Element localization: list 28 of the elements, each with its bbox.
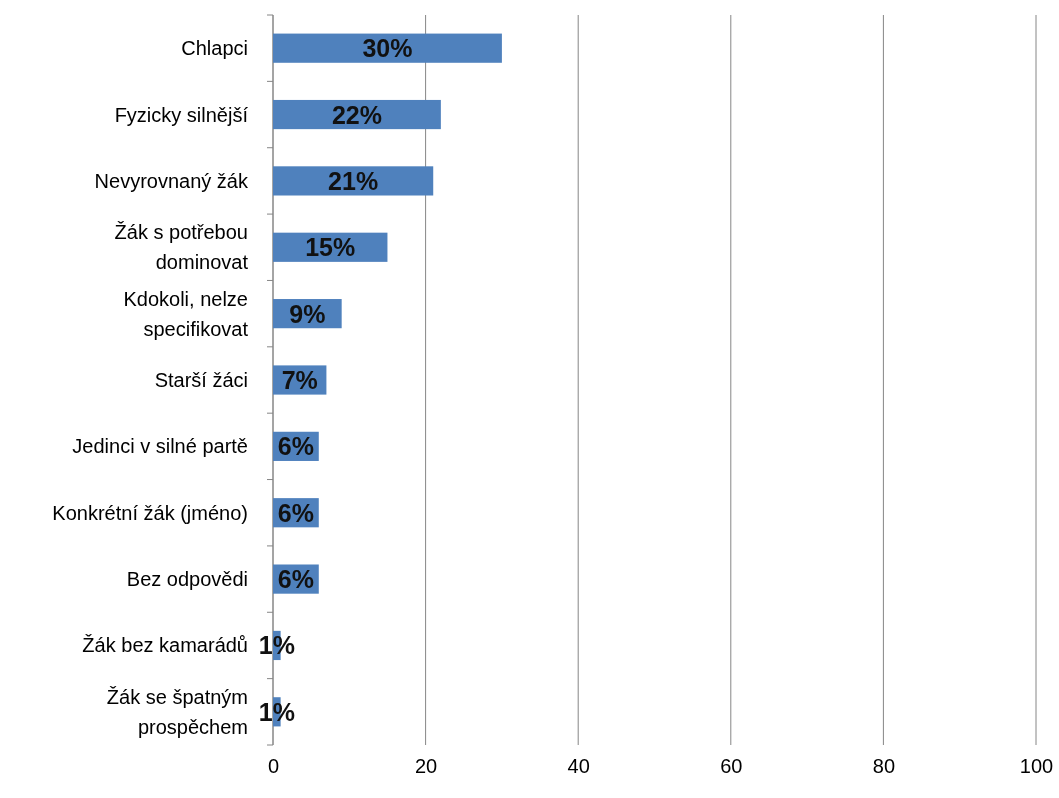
y-tick-label: Nevyrovnaný žák (94, 169, 249, 192)
data-label: 9% (289, 299, 326, 328)
data-label: 21% (328, 166, 379, 195)
data-label: 6% (277, 565, 314, 594)
x-tick-label: 0 (267, 755, 280, 778)
x-tick-label: 20 (414, 755, 438, 778)
data-label: 7% (281, 366, 318, 394)
y-tick-label: Žák bez kamarádů (82, 634, 248, 657)
x-tick-label: 40 (567, 755, 590, 778)
data-label: 22% (331, 100, 382, 129)
data-label: 6% (277, 432, 314, 461)
y-tick-label: Bez odpovědi (126, 568, 248, 591)
bar (273, 166, 434, 196)
bar (273, 33, 502, 63)
data-label: 30% (362, 34, 413, 63)
x-tick-label: 60 (720, 755, 743, 778)
y-tick-label: Žák s potřebou dominovat (114, 221, 249, 274)
data-label: 15% (305, 233, 356, 262)
y-tick-label: Jedinci v silné partě (72, 435, 248, 458)
y-tick-label: Starší žáci (154, 369, 248, 391)
y-tick-label: Kdokoli, nelze specifikovat (123, 287, 249, 340)
y-tick-label: Fyzicky silnější (114, 103, 249, 126)
x-tick-label: 80 (872, 755, 896, 778)
data-label: 6% (277, 498, 314, 527)
x-tick-label: 100 (1019, 755, 1054, 778)
y-tick-label: Konkrétní žák (jméno) (52, 501, 248, 524)
y-tick-label: Chlapci (181, 37, 248, 60)
y-tick-label: Žák se špatným prospěchem (106, 685, 248, 738)
